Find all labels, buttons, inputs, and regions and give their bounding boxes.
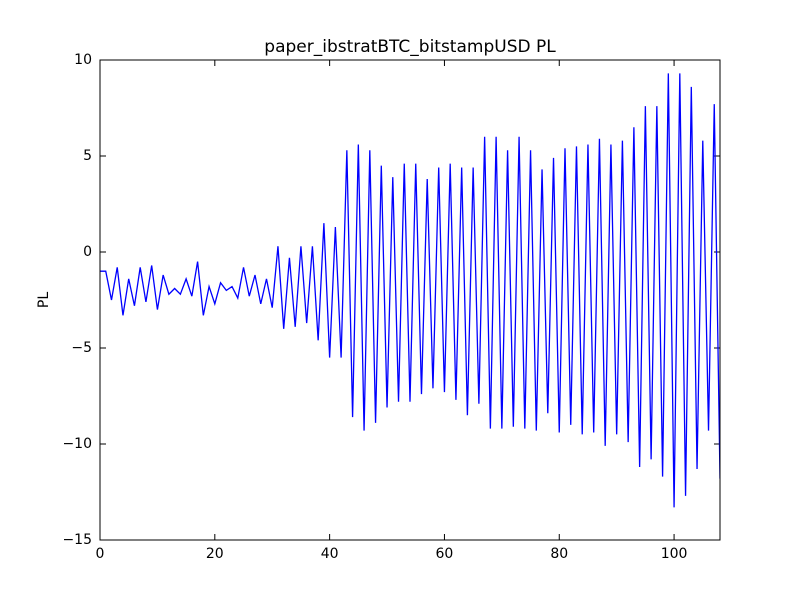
- y-tick-label: 0: [83, 244, 92, 260]
- y-tick-label: −15: [62, 532, 92, 548]
- y-tick-label: −5: [71, 340, 92, 356]
- y-tick-label: 5: [83, 148, 92, 164]
- y-axis-label: PL: [36, 292, 52, 308]
- x-tick-label: 80: [550, 546, 568, 562]
- y-tick-label: 10: [74, 52, 92, 68]
- x-tick-label: 60: [436, 546, 454, 562]
- chart-title: paper_ibstratBTC_bitstampUSD PL: [264, 37, 556, 57]
- plot-frame: [99, 59, 721, 541]
- x-tick-label: 20: [206, 546, 224, 562]
- x-tick-label: 0: [96, 546, 105, 562]
- y-tick-label: −10: [62, 436, 92, 452]
- line-series: [100, 73, 720, 508]
- x-tick-label: 100: [661, 546, 688, 562]
- x-tick-label: 40: [321, 546, 339, 562]
